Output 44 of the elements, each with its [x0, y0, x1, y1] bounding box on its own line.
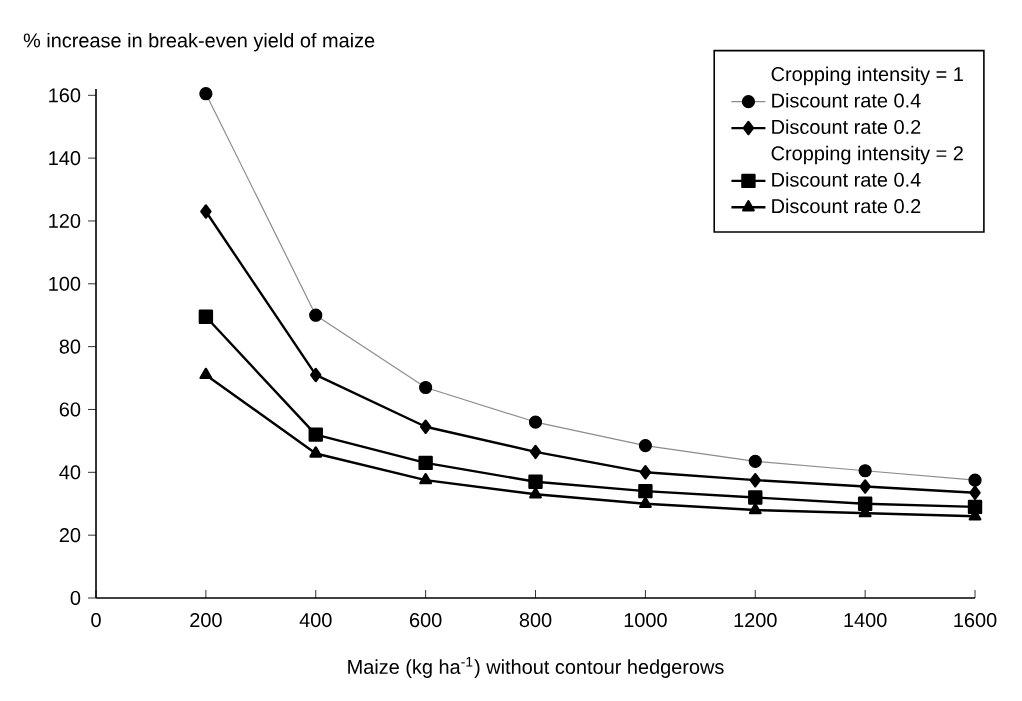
y-tick-label: 100: [49, 276, 81, 291]
x-tick-label: 1600: [954, 613, 997, 628]
annotation: Cropping intensity = 2: [771, 145, 963, 165]
point: [310, 367, 322, 383]
x-axis-title: Maize (kg ha$^{-1}$) without contour hedgerows: [348, 656, 724, 678]
point: [200, 204, 212, 219]
point: [969, 485, 981, 500]
x-tick-label: 0: [91, 613, 101, 628]
point: [528, 474, 543, 489]
point: [419, 419, 432, 434]
point: [859, 479, 871, 494]
y-tick-label: 60: [59, 402, 81, 417]
x-tick-label: 200: [190, 613, 222, 628]
y-axis-title: % increase in break-even yield of maize: [23, 32, 375, 52]
point: [748, 490, 763, 505]
point: [749, 472, 761, 488]
point: [199, 367, 213, 380]
x-tick-label: 1000: [624, 613, 667, 628]
y-tick-label: 20: [59, 528, 81, 543]
point: [529, 444, 542, 460]
x-tick-label: 600: [410, 613, 442, 628]
point: [309, 446, 323, 458]
point: [638, 483, 653, 499]
y-tick-label: 0: [70, 590, 81, 606]
legend-label: Discount rate 0.2: [772, 119, 921, 135]
text: Cropping intensity = 1: [771, 66, 963, 86]
x-tick-label: 400: [299, 613, 332, 628]
y-tick-label: 40: [59, 465, 81, 480]
y-tick-label: 80: [59, 339, 81, 354]
y-tick-label: 160: [49, 88, 81, 103]
point: [308, 427, 323, 442]
x-tick-label: 1200: [734, 613, 777, 628]
point: [198, 309, 214, 324]
point: [419, 472, 433, 485]
x-tick-label: 1400: [844, 613, 887, 628]
legend-label: Discount rate 0.4: [772, 172, 921, 187]
x-tick-label: 800: [519, 613, 552, 628]
y-tick-label: 120: [49, 213, 81, 229]
legend-label: Discount rate 0.4: [772, 92, 921, 108]
point: [418, 455, 433, 471]
legend-label: Discount rate 0.2: [772, 198, 921, 214]
y-tick-label: 140: [49, 151, 81, 166]
point: [639, 465, 652, 480]
point: [748, 502, 762, 515]
